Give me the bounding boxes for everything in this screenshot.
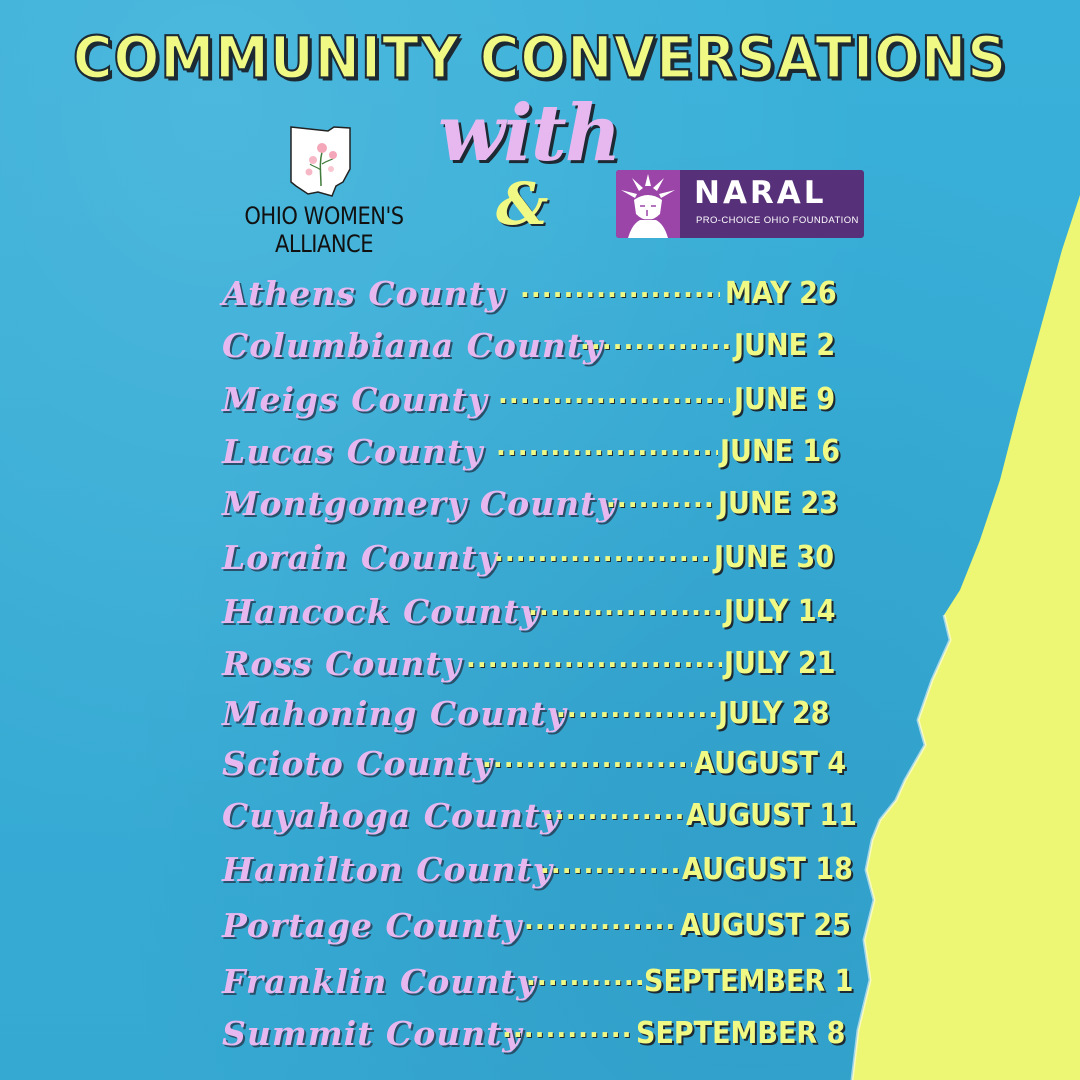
ohio-womens-alliance-logo: OHIO WOMEN'S ALLIANCE — [196, 124, 452, 258]
county-name: Hamilton County — [222, 850, 553, 889]
county-name: Mahoning County — [222, 694, 567, 733]
county-name: Hancock County — [222, 592, 540, 631]
event-date: JUNE 16 — [720, 434, 840, 469]
dot-leader: ........................ — [520, 274, 720, 304]
county-name: Columbiana County — [222, 326, 604, 365]
list-item: Hamilton County ................ AUGUST … — [222, 850, 853, 902]
dot-leader: ........................... — [494, 538, 712, 568]
list-item: Mahoning County ................... JULY… — [222, 694, 832, 746]
dot-leader: ............. — [526, 962, 642, 992]
owa-name: OHIO WOMEN'S ALLIANCE — [244, 202, 404, 258]
county-name: Scioto County — [222, 744, 493, 783]
event-date: AUGUST 25 — [680, 908, 851, 943]
list-item: Lucas County .......................... … — [222, 432, 840, 484]
county-name: Athens County — [222, 274, 505, 313]
list-item: Cuyahoga County ................ AUGUST … — [222, 796, 857, 848]
event-date: MAY 26 — [725, 276, 837, 311]
list-item: Franklin County ............. SEPTEMBER … — [222, 962, 853, 1014]
county-name: Ross County — [222, 644, 462, 683]
event-date: AUGUST 11 — [686, 798, 857, 833]
event-date: JUNE 30 — [714, 540, 834, 575]
naral-name: NARAL — [694, 175, 827, 211]
list-item: Summit County .............. SEPTEMBER 8 — [222, 1014, 845, 1066]
event-date: JULY 14 — [724, 594, 836, 629]
event-date: SEPTEMBER 8 — [636, 1016, 846, 1051]
list-item: Ross County ............................… — [222, 644, 836, 696]
list-item: Lorain County ..........................… — [222, 538, 834, 590]
county-name: Lorain County — [222, 538, 498, 577]
list-item: Athens County ........................ M… — [222, 274, 837, 326]
dot-leader: ................... — [556, 694, 716, 724]
event-date: JULY 21 — [724, 646, 836, 681]
page-title: COMMUNITY CONVERSATIONS — [72, 22, 1008, 92]
event-date: JUNE 9 — [734, 382, 836, 417]
dot-leader: ................ — [544, 796, 684, 826]
event-date: JUNE 2 — [734, 328, 836, 363]
with-script-word: with — [438, 88, 622, 179]
event-date: AUGUST 18 — [682, 852, 853, 887]
dot-leader: ................... — [524, 906, 678, 936]
county-name: Montgomery County — [222, 484, 617, 523]
county-name: Meigs County — [222, 380, 488, 419]
naral-subtitle: PRO-CHOICE OHIO FOUNDATION — [696, 215, 859, 226]
dot-leader: ................ — [540, 850, 680, 880]
dot-leader: .................. — [580, 326, 730, 356]
list-item: Portage County ................... AUGUS… — [222, 906, 851, 958]
dot-leader: ........................ — [528, 592, 722, 622]
dot-leader: ........................... — [498, 380, 730, 410]
county-name: Lucas County — [222, 432, 484, 471]
dot-leader: ................................ — [466, 644, 722, 674]
event-date: SEPTEMBER 1 — [644, 964, 854, 999]
list-item: Hancock County ........................ … — [222, 592, 836, 644]
list-item: Montgomery County ............. JUNE 23 — [222, 484, 838, 536]
county-name: Franklin County — [222, 962, 537, 1001]
event-date: JUNE 23 — [718, 486, 838, 521]
statue-of-liberty-icon — [621, 174, 675, 238]
event-date: AUGUST 4 — [694, 746, 847, 781]
county-name: Portage County — [222, 906, 523, 945]
county-name: Summit County — [222, 1014, 523, 1053]
dot-leader: .............. — [502, 1014, 634, 1044]
list-item: Columbiana County .................. JUN… — [222, 326, 836, 378]
dot-leader: .......................... — [496, 432, 718, 462]
dot-leader: .......................... — [482, 744, 692, 774]
county-name: Cuyahoga County — [222, 796, 561, 835]
ampersand: & — [496, 170, 549, 238]
ohio-map-flower-icon — [290, 126, 351, 197]
list-item: Scioto County ..........................… — [222, 744, 846, 796]
event-date: JULY 28 — [718, 696, 830, 731]
list-item: Meigs County ...........................… — [222, 380, 836, 432]
dot-leader: ............. — [606, 484, 716, 514]
naral-logo: NARAL PRO-CHOICE OHIO FOUNDATION — [616, 170, 864, 238]
